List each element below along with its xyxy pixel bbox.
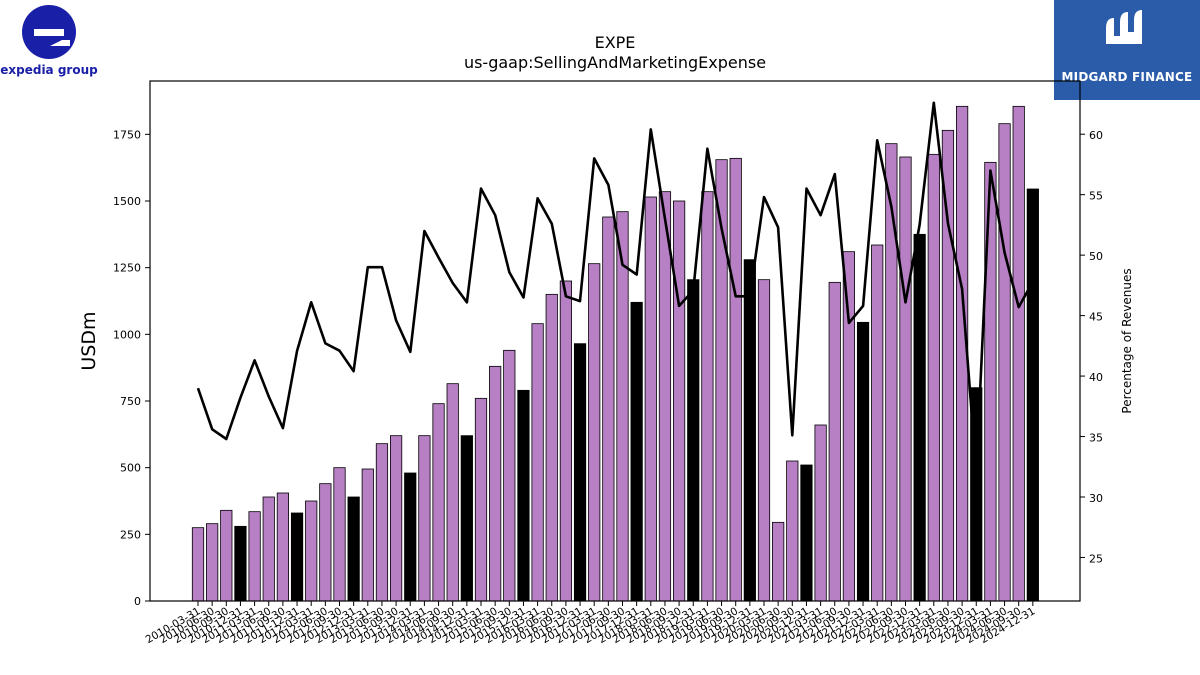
bar-2018-09-30 (673, 200, 686, 602)
bar-2010-09-30 (220, 509, 233, 602)
bar-2017-06-30 (602, 216, 615, 602)
bar-2018-06-30 (658, 191, 672, 602)
right-axis: 25 30 35 40 45 50 55 60 (1080, 129, 1103, 565)
chart-title: EXPE (595, 33, 636, 52)
bar-2020-06-30 (772, 521, 785, 602)
y2-axis-label: Percentage of Revenues (1120, 268, 1134, 413)
bar-2020-03-31 (757, 279, 771, 602)
expedia-e-icon: expedia group (0, 5, 98, 77)
bar-2013-03-31 (361, 468, 374, 602)
bar-2021-06-30 (828, 281, 841, 602)
chart-subtitle: us-gaap:SellingAndMarketingExpense (464, 53, 766, 72)
y2-tick-label: 60 (1089, 129, 1103, 142)
bar-2023-03-31 (927, 153, 940, 602)
bar-2022-12-31 (913, 233, 926, 602)
y2-tick-label: 25 (1089, 552, 1103, 565)
bar-2012-09-30 (333, 467, 346, 602)
y2-tick-label: 35 (1089, 432, 1103, 445)
bar-2014-03-31 (418, 435, 431, 602)
midgard-m-icon (1106, 10, 1142, 44)
bar-2018-03-31 (644, 196, 657, 602)
bar-2015-03-31 (474, 397, 488, 602)
bar-2019-03-31 (701, 191, 714, 602)
y-tick-label: 1000 (113, 328, 141, 341)
bar-2022-03-31 (871, 244, 884, 602)
bar-2014-12-31 (460, 435, 473, 602)
y-tick-label: 1500 (113, 195, 141, 208)
bar-2017-03-31 (588, 263, 601, 602)
bar-2020-09-30 (786, 460, 799, 602)
bar-2011-09-30 (276, 492, 290, 602)
y-tick-label: 1250 (113, 262, 141, 275)
bar-2021-12-31 (856, 321, 870, 602)
bar-2014-09-30 (446, 383, 459, 602)
bar-2012-06-30 (319, 483, 332, 602)
bar-2024-12-31 (1026, 188, 1039, 602)
y-tick-label: 750 (120, 395, 141, 408)
bar-2016-06-30 (545, 293, 558, 602)
bar-2010-12-31 (234, 525, 247, 602)
bar-2016-09-30 (559, 280, 573, 602)
bar-2022-09-30 (899, 156, 912, 602)
bar-2016-03-31 (531, 323, 544, 602)
y-tick-label: 1750 (113, 128, 141, 141)
midgard-finance-logo: MIDGARD FINANCE (1054, 0, 1200, 100)
expedia-logo-text: expedia group (0, 63, 98, 77)
left-axis: 0 250 500 750 1000 1250 1500 1750 (113, 128, 150, 608)
percentage-line (196, 101, 1034, 475)
bar-2011-06-30 (262, 496, 275, 602)
plot-frame (149, 80, 1081, 602)
bar-2010-06-30 (206, 523, 219, 602)
bar-2015-09-30 (503, 349, 516, 602)
bar-2019-09-30 (729, 157, 742, 602)
y-tick-label: 500 (120, 462, 141, 475)
y-tick-label: 250 (120, 528, 141, 541)
bar-2021-03-31 (814, 424, 827, 602)
bar-series (191, 105, 1039, 602)
bar-2015-12-31 (517, 389, 530, 602)
bar-2019-12-31 (743, 259, 756, 602)
x-axis: 2010-03-312010-06-302010-09-302010-12-31… (144, 601, 1037, 646)
bar-2024-09-30 (1012, 105, 1025, 602)
y2-tick-label: 50 (1089, 250, 1103, 263)
y-axis-label: USDm (78, 311, 100, 370)
bar-2021-09-30 (842, 251, 856, 602)
expedia-group-logo: expedia group (0, 0, 100, 80)
y-tick-label: 0 (134, 595, 141, 608)
bar-2011-03-31 (248, 511, 261, 602)
bar-2017-09-30 (616, 211, 629, 602)
bar-2014-06-30 (432, 403, 445, 602)
bar-2013-06-30 (375, 443, 389, 602)
midgard-logo-text: MIDGARD FINANCE (1061, 70, 1193, 84)
bar-2015-06-30 (489, 365, 502, 602)
bar-2020-12-31 (800, 464, 813, 602)
bar-2010-03-31 (191, 527, 205, 602)
bar-2023-06-30 (941, 129, 955, 602)
y2-tick-label: 40 (1089, 371, 1103, 384)
y2-tick-label: 30 (1089, 492, 1103, 505)
bar-2013-12-31 (404, 472, 417, 602)
bar-2011-12-31 (290, 512, 304, 602)
bar-2012-12-31 (347, 496, 360, 602)
bar-2012-03-31 (305, 500, 318, 602)
bar-2016-12-31 (573, 343, 587, 602)
bar-2018-12-31 (687, 279, 700, 602)
bar-2024-03-31 (984, 161, 997, 602)
bar-2024-06-30 (998, 123, 1011, 602)
bar-2017-12-31 (630, 301, 643, 602)
y2-tick-label: 55 (1089, 190, 1103, 203)
bar-2013-09-30 (389, 435, 403, 602)
y2-tick-label: 45 (1089, 311, 1103, 324)
